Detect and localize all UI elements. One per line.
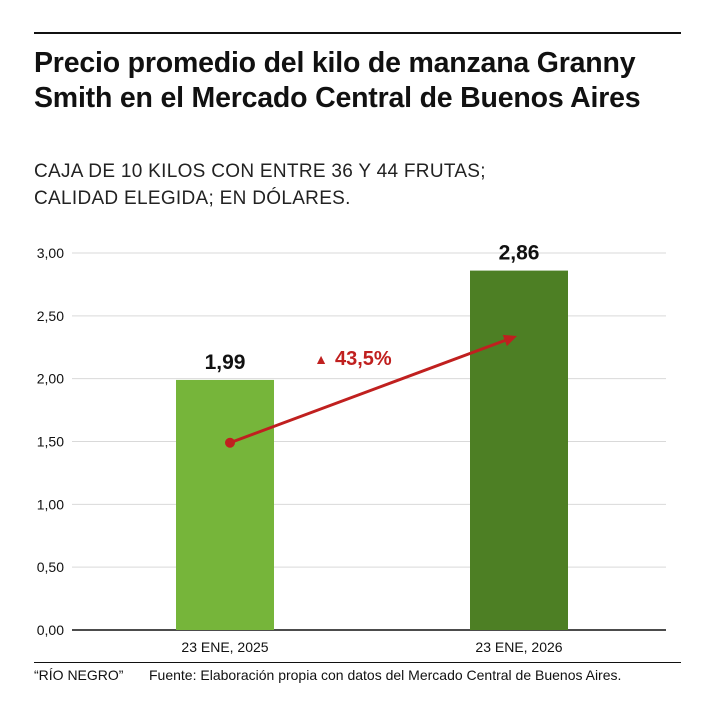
chart-subtitle: CAJA DE 10 KILOS CON ENTRE 36 Y 44 FRUTA…: [34, 158, 674, 212]
chart-title: Precio promedio del kilo de manzana Gran…: [34, 47, 641, 114]
subtitle-line-2: CALIDAD ELEGIDA; EN DÓLARES.: [34, 188, 351, 209]
growth-arrow-line: [229, 339, 506, 445]
growth-arrow-start-dot: [225, 437, 235, 448]
y-tick-label: 2,50: [37, 308, 64, 324]
footer-source: Fuente: Elaboración propia con datos del…: [149, 667, 622, 683]
growth-arrow-head: [502, 334, 517, 347]
subtitle-line-1: CAJA DE 10 KILOS CON ENTRE 36 Y 44 FRUTA…: [34, 161, 486, 182]
top-rule: [34, 32, 681, 34]
up-triangle-icon: ▲: [314, 351, 328, 367]
value-labels: 1,99 2,86: [205, 242, 540, 374]
growth-annotation: ▲ 43,5%: [225, 334, 517, 448]
bar: [176, 379, 274, 630]
bottom-rule: [34, 662, 681, 663]
y-tick-label: 2,00: [37, 371, 64, 387]
bar: [470, 270, 568, 630]
y-tick-label: 0,50: [37, 559, 64, 575]
x-tick-label: 23 ENE, 2026: [475, 639, 562, 655]
x-tick-label: 23 ENE, 2025: [181, 639, 268, 655]
y-tick-label: 1,50: [37, 434, 64, 450]
footer-brand: “RÍO NEGRO”: [34, 667, 124, 683]
y-tick-label: 1,00: [37, 496, 64, 512]
bars: [176, 270, 568, 630]
y-axis-tick-labels: 0,00 0,50 1,00 1,50 2,00 2,50 3,00: [37, 245, 64, 638]
y-tick-label: 3,00: [37, 245, 64, 261]
bar-value-label: 1,99: [205, 351, 246, 374]
y-tick-label: 0,00: [37, 622, 64, 638]
grid-lines: [72, 252, 666, 631]
growth-percentage-label: 43,5%: [335, 348, 392, 370]
bar-value-label: 2,86: [499, 242, 540, 265]
x-axis-tick-labels: 23 ENE, 2025 23 ENE, 2026: [181, 639, 562, 655]
